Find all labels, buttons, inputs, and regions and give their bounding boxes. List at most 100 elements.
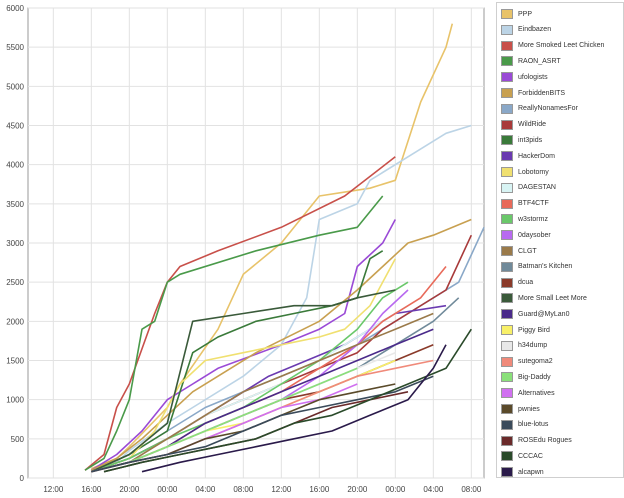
legend-item[interactable]: pwnies [501, 402, 540, 416]
series-line-24 [91, 367, 358, 473]
legend-item[interactable]: RAON_ASRT [501, 54, 561, 68]
legend-label: HackerDom [518, 152, 555, 160]
legend-swatch [501, 182, 513, 193]
legend-item[interactable]: Piggy Bird [501, 323, 550, 337]
legend-swatch [501, 340, 513, 351]
legend-item[interactable]: ROSEdu Rogues [501, 434, 572, 448]
legend-item[interactable]: Guard@MyLan0 [501, 307, 569, 321]
legend-item[interactable]: DAGESTAN [501, 181, 556, 195]
legend-item[interactable]: Eindbazen [501, 23, 551, 37]
legend-label: WildRide [518, 121, 547, 129]
legend-label: CCCAC [518, 452, 543, 460]
legend-swatch [501, 467, 513, 478]
x-tick-label: 12:00 [271, 485, 292, 494]
y-tick-label: 4500 [6, 122, 24, 131]
legend-swatch [501, 56, 513, 67]
legend-item[interactable]: Lobotomy [501, 165, 549, 179]
series-line-2 [91, 124, 472, 471]
legend-label: Alternatives [518, 389, 555, 397]
legend-swatch [501, 325, 513, 335]
x-tick-label: 08:00 [461, 485, 482, 494]
legend-label: Lobotomy [518, 168, 549, 176]
legend-item[interactable]: ReallyNonamesFor [501, 102, 578, 116]
legend-swatch [501, 88, 513, 98]
legend-item[interactable]: blue-lotus [501, 418, 548, 432]
legend-swatch [501, 451, 513, 462]
legend-label: ufologists [518, 73, 548, 81]
y-tick-label: 500 [11, 435, 25, 444]
y-tick-label: 6000 [6, 4, 24, 13]
legend-label: sutegoma2 [518, 358, 553, 366]
legend-label: BTF4CTF [518, 200, 549, 208]
x-tick-label: 04:00 [423, 485, 444, 494]
legend-item[interactable]: 0daysober [501, 228, 551, 242]
legend-item[interactable]: h34dump [501, 339, 547, 353]
legend-item[interactable]: More Smoked Leet Chicken [501, 39, 604, 53]
legend-item[interactable]: CCCAC [501, 449, 543, 463]
series-line-4 [84, 195, 384, 471]
legend-item[interactable]: BTF4CTF [501, 197, 549, 211]
legend-item[interactable]: int3pids [501, 133, 542, 147]
legend-item[interactable]: alcapwn [501, 465, 544, 479]
legend-item[interactable]: sutegoma2 [501, 355, 553, 369]
series-line-14 [91, 281, 409, 473]
y-tick-label: 2500 [6, 278, 24, 287]
legend-label: PPP [518, 10, 533, 18]
legend-swatch [501, 277, 513, 288]
chart-legend: PPP Eindbazen More Smoked Leet Chicken RAON… [496, 2, 624, 478]
x-tick-label: 16:00 [81, 485, 102, 494]
series-line-19 [90, 289, 396, 473]
y-tick-label: 3000 [6, 239, 24, 248]
y-tick-label: 4000 [6, 161, 24, 170]
legend-item[interactable]: ufologists [501, 70, 548, 84]
legend-label: More Small Leet More [518, 294, 587, 302]
legend-label: Batman's Kitchen [518, 263, 573, 271]
legend-label: ForbiddenBITS [518, 89, 566, 97]
legend-swatch [501, 230, 513, 241]
y-axis-ticks: 0 500 1000 1500 2000 2500 3000 3500 4000 4500 5000… [6, 4, 24, 483]
line-chart: 0 500 1000 1500 2000 2500 3000 3500 4000 4500 5000… [6, 4, 485, 494]
legend-item[interactable]: Batman's Kitchen [501, 260, 572, 274]
legend-item[interactable]: w3stormz [501, 212, 548, 226]
legend-item[interactable]: ForbiddenBITS [501, 86, 565, 100]
legend-swatch [501, 9, 513, 19]
legend-swatch [501, 356, 513, 367]
y-tick-label: 2000 [6, 317, 24, 326]
legend-item[interactable]: dcua [501, 276, 533, 290]
legend-swatch [501, 388, 513, 399]
y-tick-label: 5500 [6, 43, 24, 52]
legend-item[interactable]: PPP [501, 7, 532, 21]
legend-swatch [501, 151, 513, 162]
series-line-30 [141, 344, 447, 473]
legend-swatch [501, 419, 513, 430]
legend-item[interactable]: WildRide [501, 118, 546, 132]
x-tick-label: 20:00 [347, 485, 368, 494]
legend-label: h34dump [518, 342, 548, 350]
x-tick-label: 00:00 [157, 485, 178, 494]
legend-swatch [501, 24, 513, 35]
legend-item[interactable]: Alternatives [501, 386, 555, 400]
series-line-29 [103, 328, 472, 473]
y-tick-label: 5000 [6, 82, 24, 91]
legend-label: ReallyNonamesFor [518, 105, 578, 113]
legend-swatch [501, 103, 513, 114]
series-line-1 [91, 23, 454, 470]
legend-label: ROSEdu Rogues [518, 437, 572, 445]
legend-item[interactable]: HackerDom [501, 149, 555, 163]
legend-label: DAGESTAN [518, 184, 556, 192]
x-tick-label: 16:00 [309, 485, 330, 494]
legend-swatch [501, 214, 513, 225]
legend-item[interactable]: Big-Daddy [501, 370, 551, 384]
x-tick-label: 12:00 [43, 485, 64, 494]
legend-label: alcapwn [518, 468, 544, 476]
series-line-6 [90, 218, 472, 471]
legend-label: Piggy Bird [518, 326, 550, 334]
legend-item[interactable]: More Small Leet More [501, 291, 587, 305]
legend-label: Eindbazen [518, 26, 552, 34]
legend-swatch [501, 404, 513, 414]
x-tick-label: 00:00 [385, 485, 406, 494]
legend-label: CLGT [518, 247, 537, 255]
legend-label: 0daysober [518, 231, 551, 239]
legend-swatch [501, 293, 513, 304]
legend-item[interactable]: CLGT [501, 244, 537, 258]
